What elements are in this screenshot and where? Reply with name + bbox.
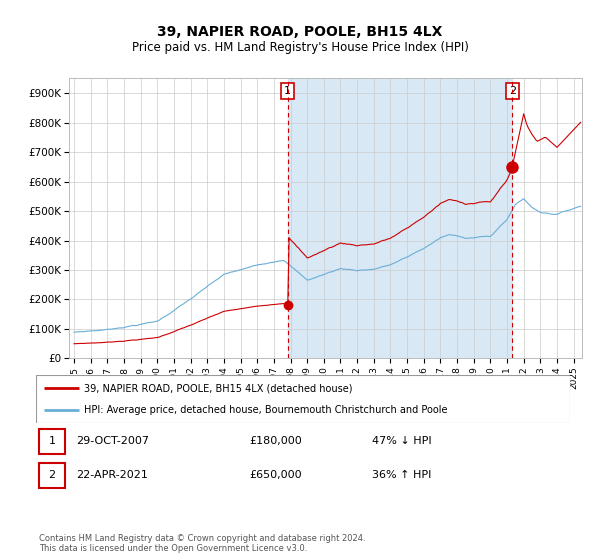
Text: £180,000: £180,000 [250,436,302,446]
Text: Contains HM Land Registry data © Crown copyright and database right 2024.
This d: Contains HM Land Registry data © Crown c… [39,534,365,553]
Text: 1: 1 [284,86,291,96]
Bar [38,463,65,488]
Text: 39, NAPIER ROAD, POOLE, BH15 4LX (detached house): 39, NAPIER ROAD, POOLE, BH15 4LX (detach… [84,383,353,393]
Bar [38,429,65,454]
Text: 47% ↓ HPI: 47% ↓ HPI [373,436,432,446]
Text: 2: 2 [49,470,56,480]
Text: £650,000: £650,000 [250,470,302,480]
Text: 29-OCT-2007: 29-OCT-2007 [76,436,149,446]
Text: 22-APR-2021: 22-APR-2021 [76,470,148,480]
Text: 1: 1 [49,436,56,446]
Bar [287,78,512,358]
Text: 39, NAPIER ROAD, POOLE, BH15 4LX: 39, NAPIER ROAD, POOLE, BH15 4LX [157,26,443,39]
Text: 36% ↑ HPI: 36% ↑ HPI [373,470,432,480]
Text: Price paid vs. HM Land Registry's House Price Index (HPI): Price paid vs. HM Land Registry's House … [131,40,469,54]
Text: HPI: Average price, detached house, Bournemouth Christchurch and Poole: HPI: Average price, detached house, Bour… [84,405,448,415]
Text: 2: 2 [509,86,516,96]
